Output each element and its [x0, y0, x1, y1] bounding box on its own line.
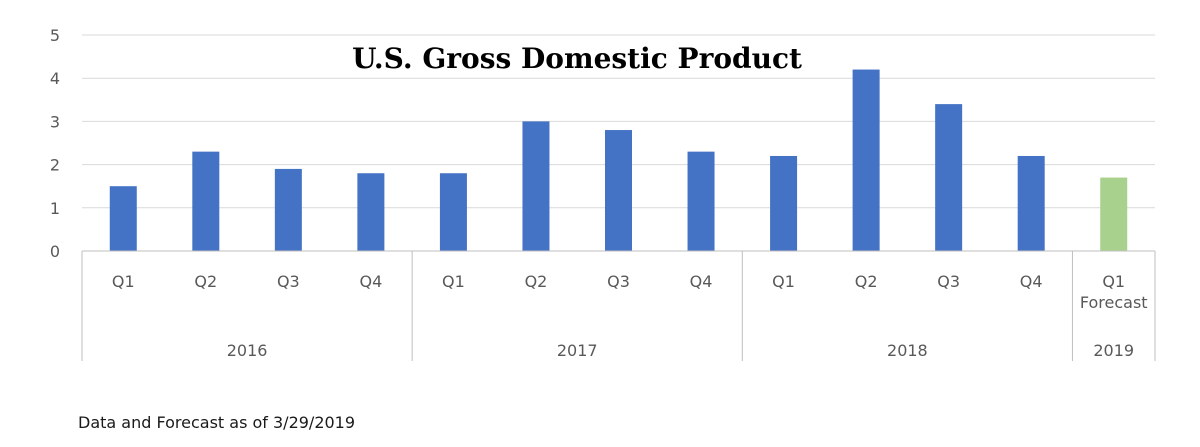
x-tick-label: Q1 Forecast: [1080, 272, 1148, 312]
bar: [852, 69, 880, 251]
axes: 0 1 2 3 4 5 Q1 Q2 Q3 Q4 Q1 Q2 Q3 Q4 Q1 Q2 Q3 Q4 Q1 Forecast…: [50, 26, 1156, 361]
bar: [770, 155, 798, 251]
y-tick-label: 3: [50, 112, 60, 131]
bar: [1017, 155, 1045, 251]
x-tick-label: Q2: [525, 272, 548, 291]
year-group-label: 2018: [887, 341, 928, 360]
bar: [109, 186, 137, 251]
x-tick-label: Q4: [690, 272, 713, 291]
y-tick-label: 1: [50, 199, 60, 218]
x-tick-label: Q2: [194, 272, 217, 291]
bar: [522, 121, 550, 252]
year-group-label: 2016: [227, 341, 268, 360]
gridlines: [82, 34, 1155, 209]
bar: [357, 173, 385, 251]
bar-forecast: [1100, 177, 1128, 251]
y-tick-label: 0: [50, 242, 60, 261]
x-tick-label: Q4: [359, 272, 382, 291]
y-tick-label: 5: [50, 26, 60, 45]
x-tick-label: Q3: [607, 272, 630, 291]
x-tick-label: Q1: [772, 272, 795, 291]
chart-title: U.S. Gross Domestic Product: [352, 42, 802, 75]
bars: [109, 69, 1128, 252]
x-tick-label: Q3: [937, 272, 960, 291]
y-tick-label: 4: [50, 69, 60, 88]
x-tick-label: Q3: [277, 272, 300, 291]
footnote: Data and Forecast as of 3/29/2019: [78, 413, 356, 432]
bar: [439, 173, 467, 251]
bar: [687, 151, 715, 251]
bar: [935, 104, 963, 252]
bar: [605, 130, 632, 251]
y-tick-label: 2: [50, 156, 60, 175]
x-tick-label: Q1: [112, 272, 135, 291]
year-group-label: 2019: [1093, 341, 1134, 360]
year-group-label: 2017: [557, 341, 598, 360]
x-tick-label: Q2: [855, 272, 878, 291]
x-tick-label: Q4: [1020, 272, 1043, 291]
bar: [192, 151, 220, 251]
x-tick-label: Q1: [442, 272, 465, 291]
bar: [274, 168, 302, 251]
